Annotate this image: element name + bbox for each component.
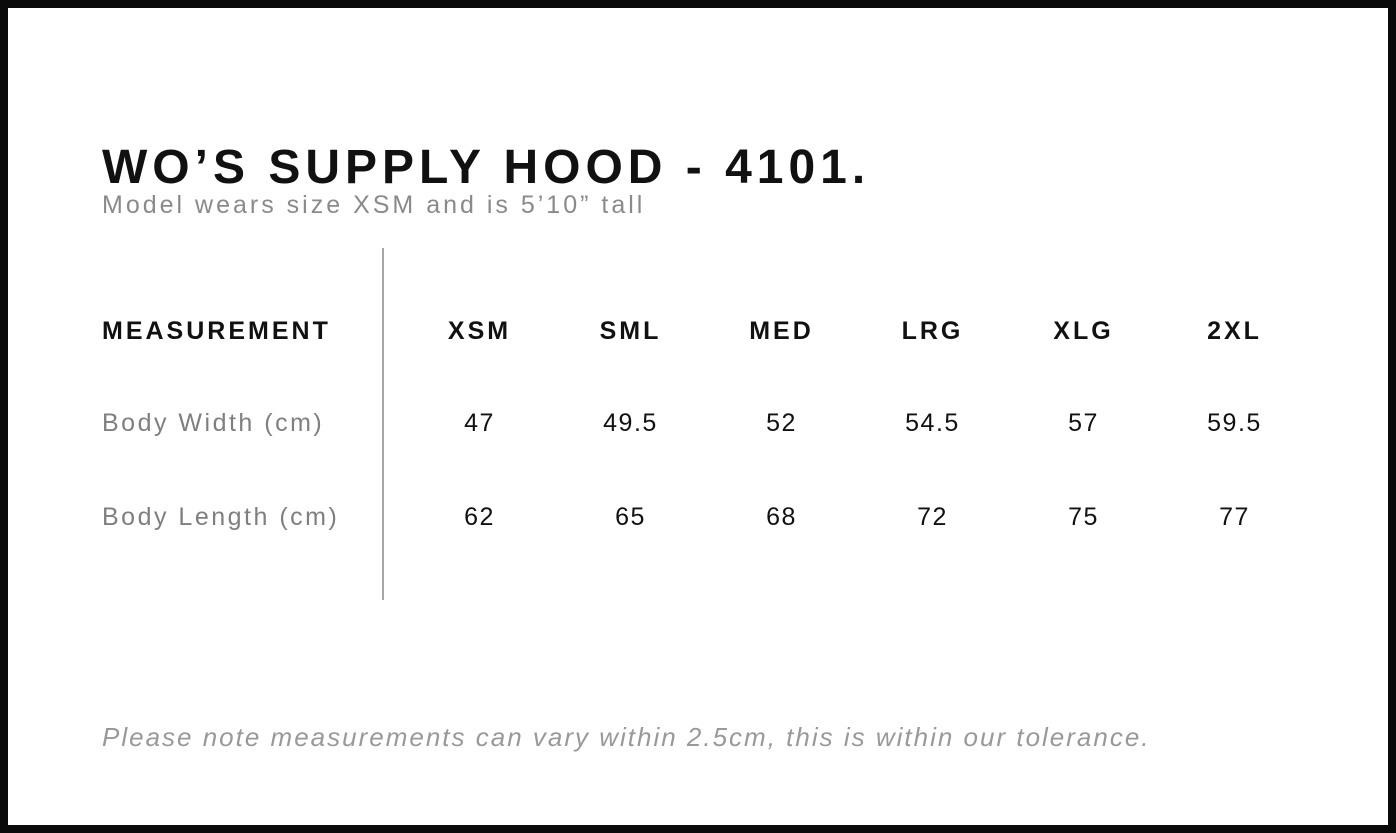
size-header-xsm: XSM — [447, 317, 512, 345]
row-label-body-length: Body Length (cm) — [102, 503, 340, 531]
table-vertical-divider — [382, 248, 384, 600]
body-width-sml: 49.5 — [603, 409, 658, 437]
model-size-note: Model wears size XSM and is 5’10” tall — [102, 191, 646, 219]
body-width-xsm: 47 — [464, 409, 495, 437]
table-row-body-length: Body Length (cm) 62 65 68 72 75 77 — [102, 500, 1310, 534]
table-row-body-width: Body Width (cm) 47 49.5 52 54.5 57 59.5 — [102, 406, 1310, 440]
body-length-sml: 65 — [615, 503, 646, 531]
tolerance-note: Please note measurements can vary within… — [102, 722, 1151, 752]
body-width-lrg: 54.5 — [905, 409, 960, 437]
size-header-lrg: LRG — [901, 317, 964, 345]
body-width-med: 52 — [766, 409, 797, 437]
body-length-xlg: 75 — [1068, 503, 1099, 531]
body-length-med: 68 — [766, 503, 797, 531]
size-table-header-row: MEASUREMENT XSM SML MED LRG XLG 2XL — [102, 314, 1310, 348]
page-title: WO’S SUPPLY HOOD - 4101. — [102, 141, 871, 195]
body-length-xsm: 62 — [464, 503, 495, 531]
body-width-2xl: 59.5 — [1207, 409, 1262, 437]
body-length-lrg: 72 — [917, 503, 948, 531]
size-header-xlg: XLG — [1053, 317, 1114, 345]
measurement-column-header: MEASUREMENT — [102, 317, 331, 345]
size-header-sml: SML — [599, 317, 662, 345]
body-length-2xl: 77 — [1219, 503, 1250, 531]
size-header-med: MED — [749, 317, 814, 345]
body-width-xlg: 57 — [1068, 409, 1099, 437]
size-header-2xl: 2XL — [1207, 317, 1262, 345]
row-label-body-width: Body Width (cm) — [102, 409, 325, 437]
